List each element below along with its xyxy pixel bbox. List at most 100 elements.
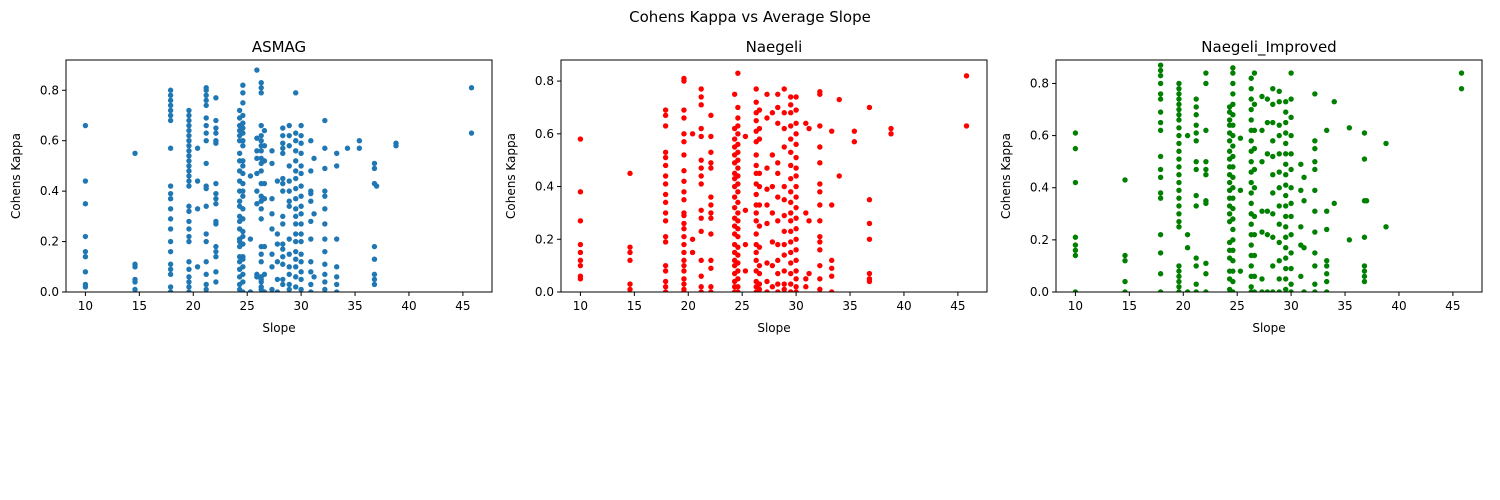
data-point-asmag-287 bbox=[308, 259, 314, 265]
data-point-naegeli-261 bbox=[806, 218, 812, 224]
data-point-asmag-74 bbox=[203, 122, 209, 129]
data-point-asmag-300 bbox=[322, 221, 328, 227]
data-point-asmag-26 bbox=[167, 206, 174, 212]
data-point-naegeli-114 bbox=[735, 70, 741, 76]
data-point-naegeli-128 bbox=[735, 218, 741, 224]
chart-title-naegeli-improved: Naegeli_Improved bbox=[1201, 38, 1336, 57]
data-point-naegeli-156 bbox=[753, 231, 759, 237]
data-point-naegeli-improved-282 bbox=[1383, 224, 1389, 230]
data-point-naegeli-improved-175 bbox=[1259, 289, 1265, 292]
scatter-points-asmag bbox=[82, 67, 475, 292]
data-point-naegeli-56 bbox=[681, 281, 687, 287]
data-point-asmag-227 bbox=[280, 276, 286, 283]
data-point-naegeli-271 bbox=[817, 218, 823, 224]
data-point-naegeli-improved-214 bbox=[1283, 182, 1289, 188]
data-point-naegeli-improved-163 bbox=[1251, 185, 1258, 191]
data-point-naegeli-improved-235 bbox=[1288, 250, 1294, 256]
figure-suptitle: Cohens Kappa vs Average Slope bbox=[629, 8, 871, 26]
data-point-naegeli-255 bbox=[793, 289, 799, 292]
data-point-naegeli-134 bbox=[735, 268, 741, 274]
data-point-asmag-62 bbox=[186, 284, 192, 290]
data-point-naegeli-improved-195 bbox=[1276, 122, 1282, 128]
data-point-naegeli-improved-52 bbox=[1176, 224, 1182, 230]
data-point-asmag-177 bbox=[258, 168, 264, 174]
data-point-naegeli-102 bbox=[731, 204, 738, 211]
data-point-asmag-102 bbox=[213, 269, 219, 275]
data-point-asmag-152 bbox=[240, 271, 246, 278]
data-point-asmag-58 bbox=[186, 259, 192, 265]
data-point-asmag-204 bbox=[269, 251, 275, 257]
data-point-naegeli-improved-249 bbox=[1312, 138, 1318, 144]
data-point-asmag-228 bbox=[280, 281, 286, 288]
data-point-naegeli-improved-160 bbox=[1251, 127, 1258, 134]
data-point-asmag-57 bbox=[186, 238, 192, 245]
data-point-naegeli-294 bbox=[866, 278, 873, 285]
data-point-naegeli-improved-215 bbox=[1283, 192, 1289, 199]
data-point-naegeli-136 bbox=[735, 284, 741, 290]
data-point-asmag-315 bbox=[356, 138, 363, 144]
data-point-naegeli-improved-94 bbox=[1226, 148, 1233, 154]
data-point-asmag-240 bbox=[286, 271, 292, 278]
data-point-naegeli-improved-125 bbox=[1230, 216, 1236, 222]
data-point-naegeli-196 bbox=[775, 170, 781, 177]
data-point-naegeli-improved-245 bbox=[1301, 198, 1307, 204]
y-tick-label-naegeli-improved-0: 0.0 bbox=[1030, 285, 1049, 299]
chart-naegeli-improved: Naegeli_Improved 10 15 20 25 30 35 40 45 0.0 0.2 0.… bbox=[999, 38, 1483, 335]
data-point-naegeli-improved-189 bbox=[1270, 211, 1276, 217]
data-point-naegeli-improved-194 bbox=[1276, 99, 1282, 105]
data-point-naegeli-79 bbox=[708, 133, 714, 140]
data-point-naegeli-improved-118 bbox=[1230, 143, 1236, 149]
data-point-asmag-285 bbox=[308, 218, 314, 225]
data-point-naegeli-improved-187 bbox=[1270, 172, 1276, 178]
data-point-naegeli-improved-45 bbox=[1176, 172, 1182, 178]
data-point-naegeli-28 bbox=[662, 239, 669, 245]
data-point-naegeli-improved-59 bbox=[1184, 132, 1191, 139]
y-tick-label-naegeli-4: 0.8 bbox=[535, 74, 554, 88]
data-point-naegeli-167 bbox=[756, 170, 763, 177]
data-point-naegeli-improved-200 bbox=[1276, 203, 1282, 209]
data-point-naegeli-improved-56 bbox=[1176, 278, 1182, 285]
data-point-naegeli-improved-44 bbox=[1176, 164, 1182, 170]
data-point-asmag-39 bbox=[186, 122, 192, 129]
data-point-asmag-251 bbox=[293, 196, 299, 202]
data-point-naegeli-177 bbox=[764, 115, 770, 121]
data-point-asmag-154 bbox=[240, 289, 246, 292]
data-point-asmag-160 bbox=[254, 148, 260, 154]
data-point-asmag-17 bbox=[167, 97, 174, 104]
data-point-naegeli-193 bbox=[775, 104, 781, 111]
data-point-naegeli-242 bbox=[793, 165, 799, 171]
data-point-asmag-182 bbox=[258, 216, 264, 222]
data-point-naegeli-improved-17 bbox=[1157, 91, 1164, 97]
data-point-naegeli-290 bbox=[866, 220, 873, 227]
data-point-naegeli-improved-61 bbox=[1184, 244, 1191, 251]
data-point-asmag-181 bbox=[258, 206, 264, 212]
data-point-naegeli-117 bbox=[735, 123, 741, 129]
data-point-naegeli-30 bbox=[662, 268, 669, 274]
data-point-naegeli-199 bbox=[775, 241, 781, 248]
data-point-naegeli-122 bbox=[735, 165, 741, 171]
data-point-asmag-295 bbox=[322, 145, 328, 151]
data-point-naegeli-improved-12 bbox=[1122, 289, 1128, 292]
data-point-naegeli-281 bbox=[829, 265, 835, 271]
data-point-naegeli-70 bbox=[698, 181, 704, 187]
x-tick-label-asmag-35: 35 bbox=[347, 299, 362, 313]
data-point-naegeli-155 bbox=[753, 218, 759, 224]
data-point-asmag-203 bbox=[269, 226, 275, 232]
data-point-asmag-0 bbox=[82, 122, 89, 129]
x-tick-label-naegeli-improved-40: 40 bbox=[1391, 299, 1406, 313]
data-point-naegeli-59 bbox=[689, 131, 696, 137]
data-point-naegeli-194 bbox=[775, 120, 781, 126]
data-point-naegeli-18 bbox=[662, 149, 669, 155]
y-tick-label-naegeli-2: 0.4 bbox=[535, 180, 554, 194]
data-point-asmag-85 bbox=[203, 281, 209, 288]
data-point-naegeli-improved-174 bbox=[1259, 276, 1265, 282]
data-point-naegeli-53 bbox=[681, 262, 687, 269]
data-point-naegeli-improved-247 bbox=[1301, 289, 1307, 292]
data-point-naegeli-improved-192 bbox=[1270, 289, 1276, 292]
data-point-naegeli-improved-14 bbox=[1157, 67, 1164, 74]
data-point-naegeli-223 bbox=[788, 162, 794, 169]
data-point-naegeli-39 bbox=[681, 139, 687, 145]
data-point-naegeli-improved-263 bbox=[1324, 258, 1330, 264]
data-point-asmag-225 bbox=[280, 254, 286, 260]
data-point-asmag-71 bbox=[203, 97, 209, 104]
